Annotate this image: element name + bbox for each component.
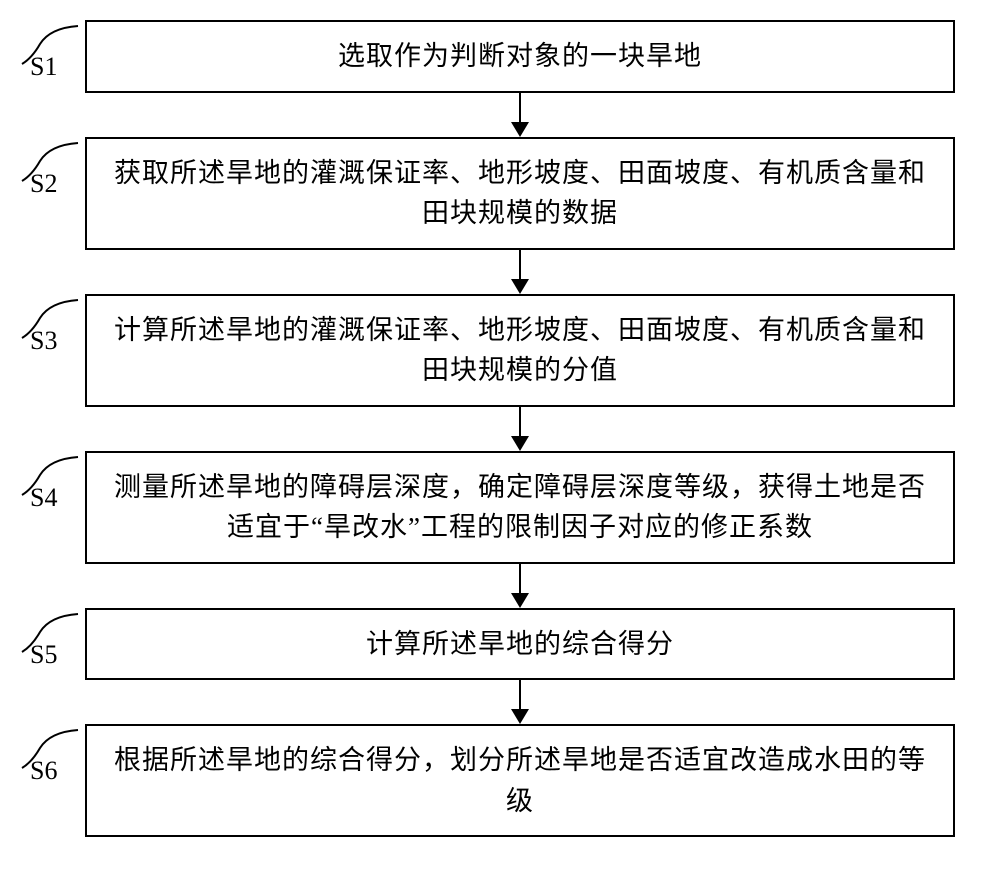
flow-box-s3: S3 计算所述旱地的灌溉保证率、地形坡度、田面坡度、有机质含量和田块规模的分值 <box>85 294 955 407</box>
arrow-icon <box>519 680 521 724</box>
flow-step: S4 测量所述旱地的障碍层深度，确定障碍层深度等级，获得土地是否适宜于“旱改水”… <box>60 451 980 564</box>
flow-text: 计算所述旱地的灌溉保证率、地形坡度、田面坡度、有机质含量和田块规模的分值 <box>111 310 929 391</box>
flow-step: S1 选取作为判断对象的一块旱地 <box>60 20 980 93</box>
flow-text: 测量所述旱地的障碍层深度，确定障碍层深度等级，获得土地是否适宜于“旱改水”工程的… <box>111 467 929 548</box>
flow-text: 获取所述旱地的灌溉保证率、地形坡度、田面坡度、有机质含量和田块规模的数据 <box>111 153 929 234</box>
flow-box-s6: S6 根据所述旱地的综合得分，划分所述旱地是否适宜改造成水田的等级 <box>85 724 955 837</box>
arrow-icon <box>519 407 521 451</box>
flow-step: S5 计算所述旱地的综合得分 <box>60 608 980 681</box>
arrow-icon <box>519 250 521 294</box>
step-label: S6 <box>30 756 57 786</box>
flow-text: 计算所述旱地的综合得分 <box>366 624 674 665</box>
flow-step: S3 计算所述旱地的灌溉保证率、地形坡度、田面坡度、有机质含量和田块规模的分值 <box>60 294 980 407</box>
flow-step: S2 获取所述旱地的灌溉保证率、地形坡度、田面坡度、有机质含量和田块规模的数据 <box>60 137 980 250</box>
step-label: S5 <box>30 640 57 670</box>
flow-step: S6 根据所述旱地的综合得分，划分所述旱地是否适宜改造成水田的等级 <box>60 724 980 837</box>
arrow-icon <box>519 564 521 608</box>
flow-text: 选取作为判断对象的一块旱地 <box>338 36 702 77</box>
step-label: S3 <box>30 326 57 356</box>
flow-text: 根据所述旱地的综合得分，划分所述旱地是否适宜改造成水田的等级 <box>111 740 929 821</box>
arrow-icon <box>519 93 521 137</box>
step-label: S2 <box>30 169 57 199</box>
flow-box-s1: S1 选取作为判断对象的一块旱地 <box>85 20 955 93</box>
flow-box-s5: S5 计算所述旱地的综合得分 <box>85 608 955 681</box>
step-label: S4 <box>30 483 57 513</box>
flow-box-s4: S4 测量所述旱地的障碍层深度，确定障碍层深度等级，获得土地是否适宜于“旱改水”… <box>85 451 955 564</box>
flowchart: S1 选取作为判断对象的一块旱地 S2 获取所述旱地的灌溉保证率、地形坡度、田面… <box>60 20 980 837</box>
step-label: S1 <box>30 52 57 82</box>
flow-box-s2: S2 获取所述旱地的灌溉保证率、地形坡度、田面坡度、有机质含量和田块规模的数据 <box>85 137 955 250</box>
